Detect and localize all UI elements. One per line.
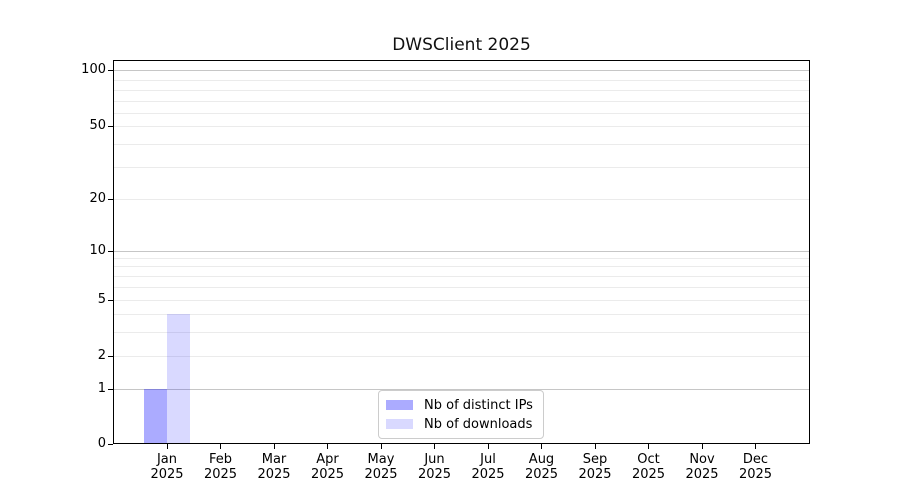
y-tick-label: 1 xyxy=(97,381,106,396)
y-tick-label: 2 xyxy=(97,348,106,363)
x-tick-label: Dec 2025 xyxy=(738,452,773,482)
x-tick-mark xyxy=(380,444,382,449)
y-tick-label: 10 xyxy=(89,243,106,258)
legend-label-distinct-ips: Nb of distinct IPs xyxy=(424,397,533,413)
legend-label-downloads: Nb of downloads xyxy=(424,416,533,432)
x-tick-label: Jul 2025 xyxy=(471,452,505,482)
y-tick-label: 100 xyxy=(81,62,106,77)
x-tick-label: Jun 2025 xyxy=(417,452,452,482)
x-tick-mark xyxy=(594,444,596,449)
y-tick-mark xyxy=(108,389,113,391)
gridline-minor xyxy=(113,265,810,267)
x-tick-label: May 2025 xyxy=(364,452,398,482)
gridline-minor xyxy=(113,286,810,288)
y-tick-mark xyxy=(108,125,113,127)
y-tick-mark xyxy=(108,70,113,72)
gridline-minor xyxy=(113,331,810,333)
y-tick-label: 50 xyxy=(89,117,106,133)
gridline-minor xyxy=(113,275,810,277)
x-tick-mark xyxy=(327,444,329,449)
x-tick-mark xyxy=(648,444,650,449)
gridline-major xyxy=(113,251,810,252)
y-tick-mark xyxy=(108,356,113,358)
y-tick-label: 0 xyxy=(97,436,106,451)
chart-title: DWSClient 2025 xyxy=(392,35,531,55)
gridline-minor xyxy=(113,313,810,315)
legend-item-distinct-ips: Nb of distinct IPs xyxy=(386,398,535,413)
legend-swatch-distinct-ips-icon xyxy=(386,400,413,410)
x-tick-label: Nov 2025 xyxy=(685,452,719,482)
y-tick-mark xyxy=(108,300,113,302)
x-tick-mark xyxy=(273,444,275,449)
gridline-minor xyxy=(113,89,810,91)
gridline-minor xyxy=(113,258,810,259)
gridline-minor xyxy=(113,143,810,145)
x-tick-label: Aug 2025 xyxy=(524,452,559,482)
bar-distinct-ips xyxy=(144,389,167,444)
x-tick-mark xyxy=(755,444,757,449)
gridline-minor xyxy=(113,113,810,114)
gridline-major xyxy=(113,389,810,390)
y-tick-mark xyxy=(108,444,113,446)
x-tick-mark xyxy=(220,444,222,449)
legend-item-downloads: Nb of downloads xyxy=(386,417,535,432)
gridline-minor xyxy=(113,167,810,168)
legend-swatch-downloads-icon xyxy=(386,419,413,429)
x-tick-mark xyxy=(166,444,168,449)
gridline-minor xyxy=(113,198,810,200)
x-tick-label: Sep 2025 xyxy=(578,452,612,482)
x-tick-label: Oct 2025 xyxy=(631,452,666,482)
x-tick-label: Jan 2025 xyxy=(150,452,184,482)
gridline-minor xyxy=(113,125,810,127)
x-tick-label: Apr 2025 xyxy=(310,452,345,482)
bar-downloads xyxy=(167,313,190,444)
x-tick-label: Mar 2025 xyxy=(257,452,291,482)
gridline-minor xyxy=(113,101,810,102)
gridline-minor xyxy=(113,356,810,357)
gridline-minor xyxy=(113,79,810,81)
y-tick-mark xyxy=(108,198,113,200)
legend: Nb of distinct IPs Nb of downloads xyxy=(378,390,544,439)
x-tick-mark xyxy=(487,444,489,449)
x-tick-label: Feb 2025 xyxy=(203,452,238,482)
x-tick-mark xyxy=(541,444,543,449)
y-tick-mark xyxy=(108,251,113,253)
x-tick-mark xyxy=(701,444,703,449)
plot-area xyxy=(113,60,810,444)
y-tick-label: 20 xyxy=(89,190,106,206)
y-tick-label: 5 xyxy=(97,292,106,307)
gridline-minor xyxy=(113,300,810,301)
x-tick-mark xyxy=(434,444,436,449)
gridline-major xyxy=(113,70,810,71)
